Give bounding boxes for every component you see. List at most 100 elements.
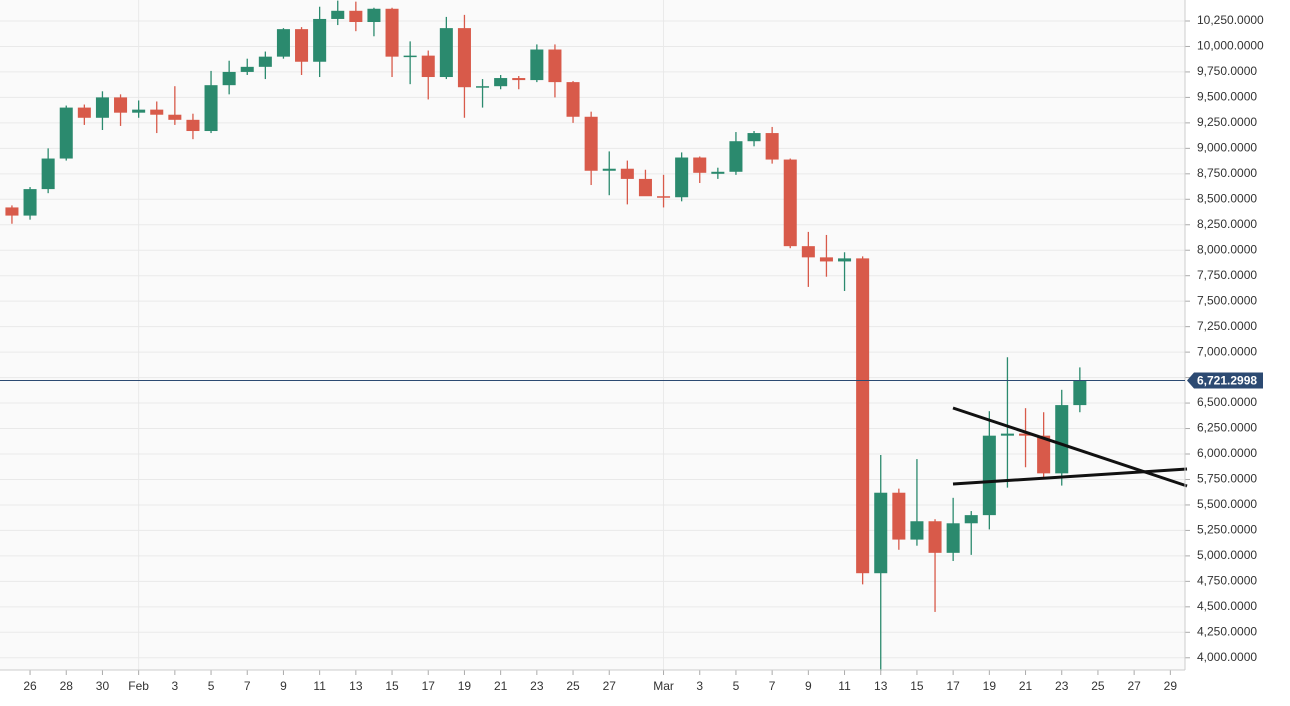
candle-body [856, 258, 870, 574]
candle-body [892, 492, 906, 540]
candle-body [964, 515, 978, 524]
y-tick-label: 5,000.0000 [1197, 548, 1257, 562]
candle-body [838, 258, 852, 262]
candle-body [1019, 433, 1033, 436]
candle-body [295, 29, 309, 62]
candle-body [367, 8, 381, 23]
candles [5, 0, 1087, 672]
candle-body [910, 521, 924, 540]
candle-body [41, 158, 55, 190]
candle-body [95, 97, 109, 118]
candle-body [276, 29, 290, 57]
x-tick-label: 29 [1164, 679, 1178, 693]
candle-body [476, 86, 490, 88]
candle-body [602, 168, 616, 171]
x-tick-label: 17 [946, 679, 960, 693]
candle-body [204, 85, 218, 132]
candle-body [874, 492, 888, 574]
candle-body [150, 109, 164, 115]
candle-body [457, 28, 471, 88]
candle-body [1000, 433, 1014, 436]
candle-body [23, 189, 37, 216]
x-tick-label: 11 [838, 679, 851, 693]
x-tick-label: 21 [494, 679, 508, 693]
x-tick-label: 23 [530, 679, 544, 693]
candle-body [729, 141, 743, 172]
candle-body [349, 10, 363, 23]
candle-body [403, 55, 417, 58]
y-tick-label: 10,250.0000 [1197, 13, 1264, 27]
x-tick-label: 7 [244, 679, 251, 693]
y-tick-label: 7,000.0000 [1197, 344, 1257, 358]
candle-body [801, 246, 815, 258]
candle-body [421, 55, 435, 78]
y-tick-label: 8,500.0000 [1197, 191, 1257, 205]
x-tick-label: 5 [733, 679, 740, 693]
y-tick-label: 7,500.0000 [1197, 293, 1257, 307]
candle-body [693, 157, 707, 173]
candle-body [620, 168, 634, 179]
y-tick-label: 4,500.0000 [1197, 599, 1257, 613]
candle-body [1073, 380, 1087, 406]
plot-background [0, 0, 1185, 670]
candle-body [331, 10, 345, 19]
x-tick-label: 5 [208, 679, 215, 693]
x-tick-label: 17 [422, 679, 436, 693]
candle-body [1037, 435, 1051, 474]
y-tick-label: 7,750.0000 [1197, 268, 1257, 282]
x-tick-label: 13 [874, 679, 888, 693]
candle-body [222, 71, 236, 86]
y-tick-label: 10,000.0000 [1197, 39, 1264, 53]
y-tick-label: 4,000.0000 [1197, 650, 1257, 664]
x-tick-label: 9 [805, 679, 812, 693]
candle-body [439, 28, 453, 78]
candle-body [946, 523, 960, 553]
y-tick-label: 4,750.0000 [1197, 574, 1257, 588]
candle-body [313, 18, 327, 62]
x-tick-label: 7 [769, 679, 776, 693]
candle-body [258, 56, 272, 67]
candle-body [548, 49, 562, 83]
x-tick-label: 30 [96, 679, 110, 693]
y-tick-label: 9,750.0000 [1197, 64, 1257, 78]
x-tick-label: 19 [983, 679, 997, 693]
candle-body [584, 116, 598, 171]
x-tick-label: Mar [653, 679, 674, 693]
y-tick-label: 4,250.0000 [1197, 624, 1257, 638]
candle-body [114, 97, 128, 113]
candle-body [385, 8, 399, 57]
candle-body [566, 82, 580, 117]
candle-body [530, 49, 544, 81]
candle-body [132, 109, 146, 113]
x-tick-label: 27 [603, 679, 617, 693]
candle-body [168, 114, 182, 120]
x-tick-label: 28 [60, 679, 74, 693]
y-tick-label: 8,250.0000 [1197, 217, 1257, 231]
candle-body [186, 119, 200, 132]
candle-body [494, 78, 508, 87]
y-tick-label: 9,000.0000 [1197, 141, 1257, 155]
x-tick-label: 25 [566, 679, 580, 693]
candle-body [1055, 405, 1069, 474]
candle-body [711, 171, 725, 174]
candle-body [783, 159, 797, 247]
y-tick-label: 5,500.0000 [1197, 497, 1257, 511]
candle-body [747, 133, 761, 142]
x-tick-label: 13 [349, 679, 363, 693]
y-tick-label: 6,500.0000 [1197, 395, 1257, 409]
candle-body [59, 107, 73, 159]
y-tick-label: 9,500.0000 [1197, 90, 1257, 104]
candle-body [240, 66, 254, 72]
y-tick-label: 5,250.0000 [1197, 523, 1257, 537]
y-tick-label: 5,750.0000 [1197, 472, 1257, 486]
x-tick-label: 3 [172, 679, 179, 693]
y-tick-label: 6,000.0000 [1197, 446, 1257, 460]
x-tick-label: 9 [280, 679, 287, 693]
candle-body [638, 178, 652, 197]
candle-body [675, 157, 689, 198]
grid [0, 0, 1185, 670]
candle-body [928, 521, 942, 553]
candle-body [5, 207, 19, 216]
x-tick-label: 26 [23, 679, 37, 693]
